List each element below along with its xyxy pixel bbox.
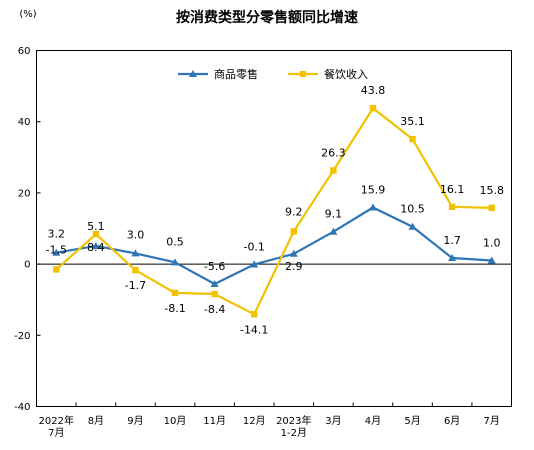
data-label: 8.4 — [87, 241, 105, 254]
x-tick-label: 7月 — [484, 415, 500, 427]
data-label: 10.5 — [400, 203, 425, 216]
series-2-point — [251, 311, 258, 318]
series-2-point — [369, 104, 377, 112]
x-tick-label: 2023年 — [276, 414, 311, 427]
series-2-point — [171, 289, 179, 297]
data-label: 26.3 — [321, 146, 346, 159]
y-tick-label: -20 — [14, 331, 30, 342]
data-label: 2.9 — [285, 260, 303, 273]
data-label: 35.1 — [400, 115, 425, 128]
legend-marker — [300, 71, 306, 77]
series-layer — [52, 104, 496, 318]
legend: 商品零售 餐饮收入 — [178, 67, 368, 81]
y-tick-label: -40 — [14, 402, 30, 413]
series-1-point — [91, 241, 100, 249]
data-label: 9.1 — [325, 208, 343, 221]
series-line-2 — [55, 107, 492, 316]
data-label: 16.1 — [440, 183, 465, 196]
data-label: -8.4 — [204, 303, 225, 316]
x-tick-label: 10月 — [164, 415, 187, 427]
x-tick-label: 2022年 — [39, 414, 74, 427]
y-tick-label: 60 — [18, 46, 31, 57]
series-2-point — [290, 228, 297, 235]
series-1-point — [448, 254, 457, 262]
y-tick-label: 0 — [24, 260, 30, 271]
x-tick-label: 9月 — [127, 415, 143, 427]
legend-label: 商品零售 — [214, 67, 258, 81]
plot-frame — [36, 50, 512, 407]
data-label: 1.0 — [483, 237, 501, 250]
data-label: 9.2 — [285, 205, 303, 218]
data-label: 1.7 — [443, 234, 461, 247]
x-tick-label: 8月 — [88, 415, 104, 427]
series-2-point — [211, 290, 218, 298]
series-1-point — [289, 249, 298, 257]
y-axis-unit: (%) — [19, 9, 36, 20]
data-label: 5.1 — [87, 220, 105, 233]
series-1-point — [487, 256, 496, 264]
series-1-point — [329, 227, 338, 235]
series-1-point — [131, 249, 140, 257]
data-label: 15.9 — [361, 183, 386, 196]
series-1-point — [250, 260, 259, 268]
series-2-point — [448, 203, 456, 210]
x-tick-label: 11月 — [203, 415, 226, 427]
data-label: -1.5 — [46, 243, 67, 256]
series-2-point — [330, 167, 337, 174]
x-tick-label: 5月 — [404, 415, 420, 427]
y-tick-label: 20 — [18, 188, 31, 199]
x-tick-label: 7月 — [48, 427, 64, 439]
x-tick-label: 6月 — [444, 415, 460, 427]
series-2-point — [488, 204, 495, 212]
data-label: -0.1 — [243, 240, 264, 253]
data-label: -1.7 — [125, 279, 146, 292]
data-label: -8.1 — [164, 302, 185, 315]
data-label: 15.8 — [479, 184, 504, 197]
data-label: 0.5 — [166, 235, 184, 248]
x-tick-label: 4月 — [365, 415, 381, 427]
series-2-point — [409, 135, 416, 143]
x-tick-label: 1-2月 — [281, 427, 307, 439]
x-tick-label: 12月 — [243, 415, 266, 427]
y-tick-label: 40 — [18, 117, 31, 128]
data-label: 3.2 — [48, 228, 66, 241]
series-2-point — [92, 230, 100, 238]
legend-marker — [189, 70, 197, 77]
series-1-point — [52, 248, 61, 256]
series-2-point — [132, 266, 139, 274]
x-tick-label: 3月 — [325, 415, 341, 427]
series-1-point — [210, 280, 219, 288]
data-label: -14.1 — [240, 323, 268, 336]
series-1-point — [408, 222, 417, 230]
series-line-1 — [56, 206, 492, 286]
chart-title: 按消费类型分零售额同比增速 — [176, 9, 358, 26]
data-label-layer: 3.2 5.1 3.0 0.5 -5.6 -0.1 2.9 9.1 15.9 10.5 1.7 1.0… — [46, 84, 504, 336]
data-label: -5.6 — [204, 260, 225, 273]
series-1-point — [368, 203, 377, 211]
series-2-point — [53, 266, 60, 273]
series-1-point — [171, 258, 180, 266]
data-label: 43.8 — [361, 84, 386, 97]
legend-label: 餐饮收入 — [324, 67, 368, 81]
data-label: 3.0 — [127, 228, 145, 241]
